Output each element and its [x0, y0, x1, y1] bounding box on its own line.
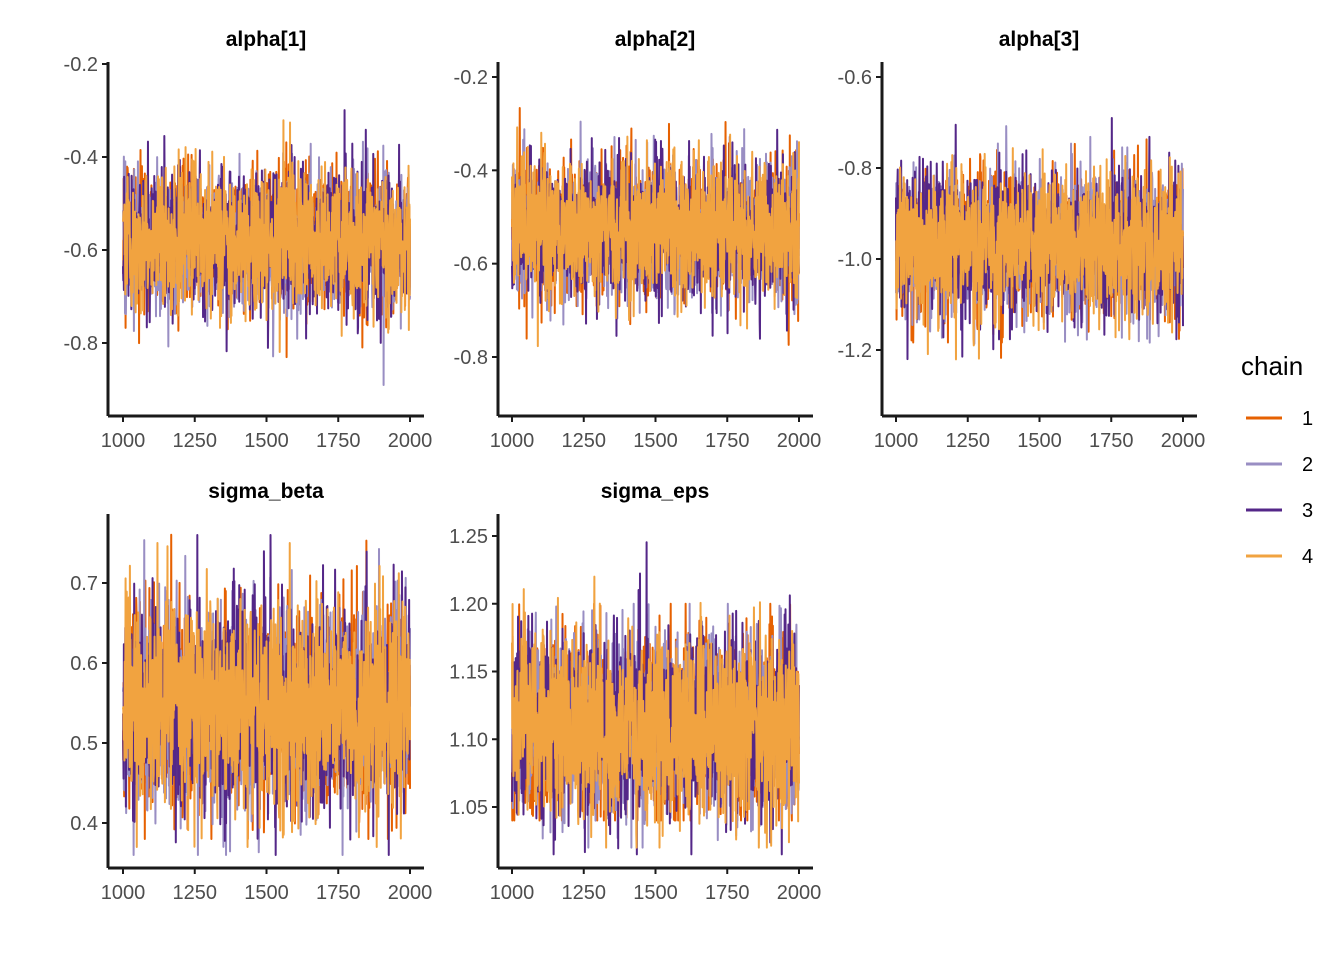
- panel-sigma-eps: sigma_eps 1.05 1.10 1.15 1.20 1.25 1000 1250 150…: [449, 480, 821, 904]
- y-tick-label: 0.4: [70, 813, 98, 835]
- x-tick-label: 1500: [244, 430, 289, 452]
- panel-title: alpha[1]: [226, 28, 307, 51]
- panel-title: sigma_eps: [601, 480, 710, 503]
- x-tick-label: 2000: [388, 882, 433, 904]
- x-tick-label: 1500: [244, 882, 289, 904]
- chain-legend: chain 1 2 3 4: [1241, 351, 1313, 568]
- y-tick-label: -1.2: [838, 340, 872, 362]
- y-tick-label: -0.8: [64, 333, 98, 355]
- y-tick-label: -0.4: [454, 160, 488, 182]
- y-tick-label: -0.8: [838, 158, 872, 180]
- legend-label: 2: [1302, 454, 1313, 476]
- legend-title: chain: [1241, 351, 1303, 381]
- y-tick-label: 1.15: [449, 662, 488, 684]
- trace-chain-4: [895, 147, 1184, 361]
- trace-chain-4: [122, 542, 411, 848]
- y-tick-label: 0.7: [70, 573, 98, 595]
- x-tick-label: 2000: [777, 430, 822, 452]
- y-tick-label: -0.6: [838, 67, 872, 89]
- trace-lines: [122, 533, 411, 856]
- x-tick-label: 2000: [1161, 430, 1206, 452]
- panel-alpha-2-: alpha[2] -0.8 -0.6 -0.4 -0.2 1000 1250 1500 1750…: [454, 28, 822, 452]
- y-tick-label: 1.25: [449, 526, 488, 548]
- y-tick-label: -0.6: [64, 240, 98, 262]
- legend-item-chain-4: 4: [1246, 546, 1313, 568]
- x-tick-label: 1000: [101, 430, 146, 452]
- y-tick-label: 0.6: [70, 653, 98, 675]
- trace-lines: [511, 106, 800, 348]
- x-tick-label: 1500: [633, 882, 678, 904]
- y-tick-label: 0.5: [70, 733, 98, 755]
- trace-chain-4: [511, 575, 800, 849]
- y-tick-label: -0.4: [64, 147, 98, 169]
- x-tick-label: 1250: [173, 430, 218, 452]
- trace-chain-4: [122, 119, 411, 354]
- x-tick-label: 1000: [490, 430, 535, 452]
- trace-lines: [122, 109, 411, 386]
- x-tick-label: 1250: [173, 882, 218, 904]
- panel-title: alpha[2]: [615, 28, 696, 51]
- legend-item-chain-1: 1: [1246, 408, 1313, 430]
- x-tick-label: 1750: [316, 430, 361, 452]
- y-tick-label: -1.0: [838, 249, 872, 271]
- panel-title: alpha[3]: [999, 28, 1080, 51]
- panel-title: sigma_beta: [208, 480, 324, 503]
- trace-lines: [895, 116, 1184, 361]
- y-tick-label: 1.20: [449, 594, 488, 616]
- legend-item-chain-3: 3: [1246, 500, 1313, 522]
- x-tick-label: 1000: [490, 882, 535, 904]
- x-tick-label: 1500: [633, 430, 678, 452]
- legend-items: 1 2 3 4: [1246, 408, 1313, 568]
- panel-alpha-1-: alpha[1] -0.8 -0.6 -0.4 -0.2 1000 1250 1500 1750…: [64, 28, 433, 452]
- trace-lines: [511, 541, 800, 856]
- x-tick-label: 1250: [562, 882, 607, 904]
- x-tick-label: 1750: [1089, 430, 1134, 452]
- x-tick-label: 1500: [1017, 430, 1062, 452]
- trace-chain-4: [511, 126, 800, 348]
- x-tick-label: 1750: [705, 882, 750, 904]
- x-tick-label: 1000: [101, 882, 146, 904]
- facet-panels: alpha[1] -0.8 -0.6 -0.4 -0.2 1000 1250 1500 1750…: [64, 28, 1206, 904]
- legend-item-chain-2: 2: [1246, 454, 1313, 476]
- y-tick-label: -0.6: [454, 254, 488, 276]
- y-tick-label: -0.2: [64, 54, 98, 76]
- x-tick-label: 1000: [874, 430, 919, 452]
- legend-label: 4: [1302, 546, 1313, 568]
- x-tick-label: 1250: [562, 430, 607, 452]
- x-tick-label: 1250: [946, 430, 991, 452]
- x-tick-label: 1750: [316, 882, 361, 904]
- y-tick-label: 1.05: [449, 797, 488, 819]
- legend-label: 3: [1302, 500, 1313, 522]
- legend-label: 1: [1302, 408, 1313, 430]
- x-tick-label: 1750: [705, 430, 750, 452]
- panel-alpha-3-: alpha[3] -1.2 -1.0 -0.8 -0.6 1000 1250 1500 1750…: [838, 28, 1206, 452]
- y-tick-label: 1.10: [449, 729, 488, 751]
- panel-sigma-beta: sigma_beta 0.4 0.5 0.6 0.7 1000 1250 1500 1750 20…: [70, 480, 432, 904]
- y-tick-label: -0.8: [454, 347, 488, 369]
- x-tick-label: 2000: [777, 882, 822, 904]
- y-tick-label: -0.2: [454, 67, 488, 89]
- x-tick-label: 2000: [388, 430, 433, 452]
